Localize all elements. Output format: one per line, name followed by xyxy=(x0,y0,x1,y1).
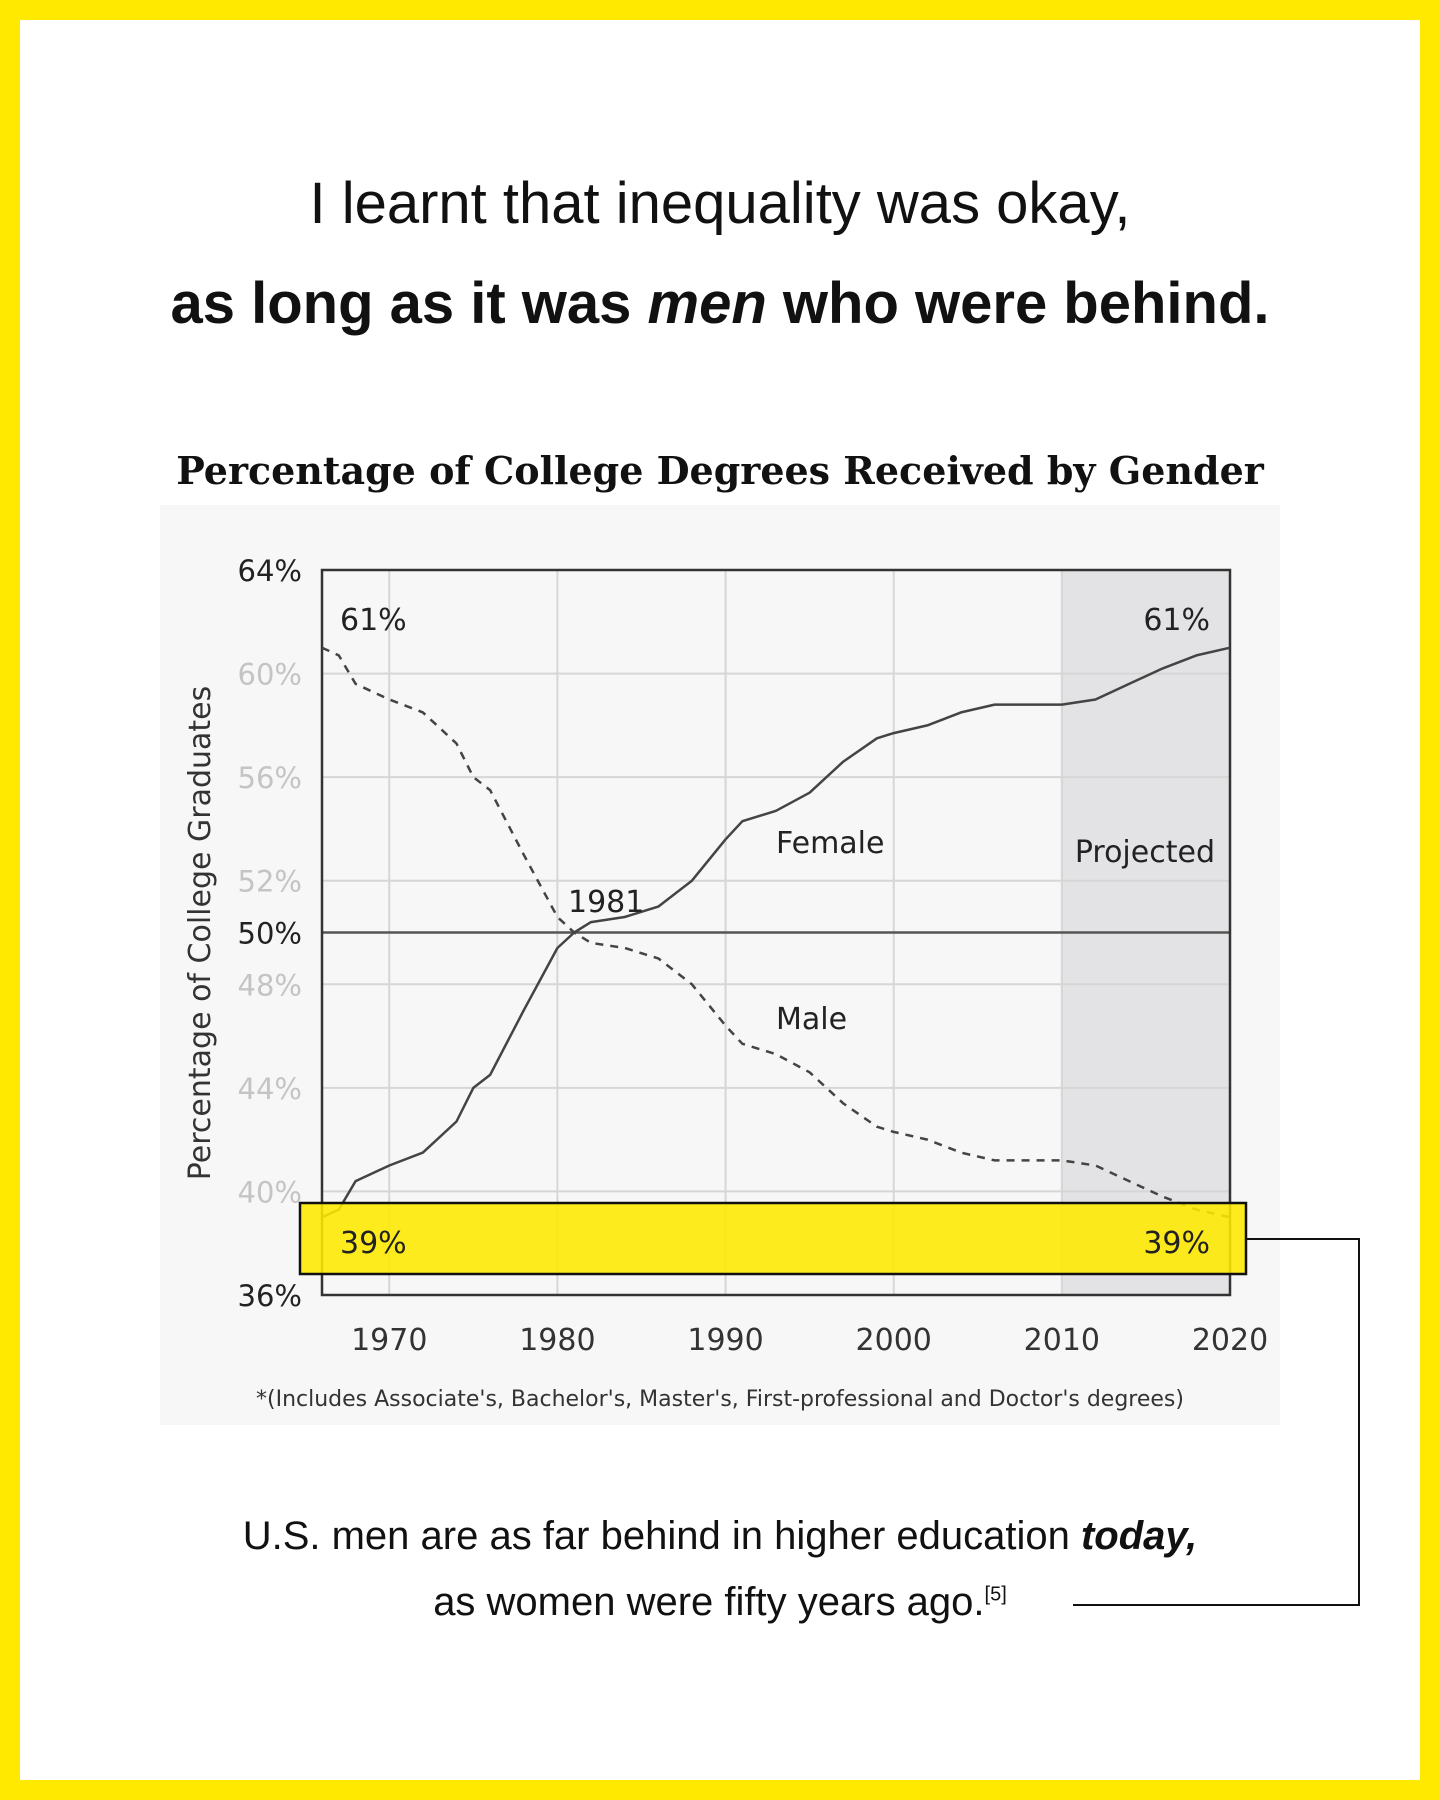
label-projected: Projected xyxy=(1075,835,1215,870)
connector-line xyxy=(1073,1238,1360,1606)
caption-line-2: as women were fifty years ago.[5] xyxy=(0,1580,1440,1625)
caption-text: as women were fifty years ago. xyxy=(433,1580,985,1624)
heading-em: men xyxy=(647,271,767,336)
y-axis-label: Percentage of College Graduates xyxy=(183,686,218,1180)
x-tick-label: 2020 xyxy=(1192,1323,1268,1358)
caption-line-1: U.S. men are as far behind in higher edu… xyxy=(0,1514,1440,1559)
x-tick-label: 1990 xyxy=(687,1323,763,1358)
x-tick-label: 1980 xyxy=(519,1323,595,1358)
plot-frame xyxy=(320,568,1232,1297)
label-male: Male xyxy=(776,1002,847,1037)
label-crossover: 1981 xyxy=(568,885,644,920)
y-tick-label: 50% xyxy=(238,917,302,951)
series-male xyxy=(321,646,1231,1219)
chart-title: Percentage of College Degrees Received b… xyxy=(176,448,1264,493)
x-tick-label: 1970 xyxy=(351,1323,427,1358)
y-tick-label: 40% xyxy=(238,1175,302,1209)
y-tick-label: 52% xyxy=(238,865,302,899)
highlight-box xyxy=(298,1201,1248,1276)
y-tick-label: 64% xyxy=(238,554,302,588)
label-start-low: 39% xyxy=(340,1226,407,1261)
label-female: Female xyxy=(776,826,884,861)
heading-pre: as long as it was xyxy=(170,271,648,336)
y-tick-label: 48% xyxy=(238,968,302,1002)
y-tick-label: 44% xyxy=(238,1072,302,1106)
series-female xyxy=(321,646,1231,1219)
label-start-high: 61% xyxy=(340,603,407,638)
caption-pre: U.S. men are as far behind in higher edu… xyxy=(242,1514,1081,1558)
heading-line-2: as long as it was men who were behind. xyxy=(0,270,1440,337)
chart-footnote: *(Includes Associate's, Bachelor's, Mast… xyxy=(256,1387,1184,1412)
heading-post: who were behind. xyxy=(766,271,1270,336)
y-tick-label: 60% xyxy=(238,658,302,692)
heading-line-1: I learnt that inequality was okay, xyxy=(309,171,1131,236)
y-tick-label: 56% xyxy=(238,761,302,795)
caption-em: today, xyxy=(1080,1514,1198,1558)
x-tick-label: 2010 xyxy=(1024,1323,1100,1358)
y-tick-label: 36% xyxy=(238,1279,302,1313)
x-tick-label: 2000 xyxy=(856,1323,932,1358)
citation-ref[interactable]: [5] xyxy=(984,1583,1007,1606)
label-end-low: 39% xyxy=(1143,1226,1210,1261)
label-end-high: 61% xyxy=(1143,603,1210,638)
